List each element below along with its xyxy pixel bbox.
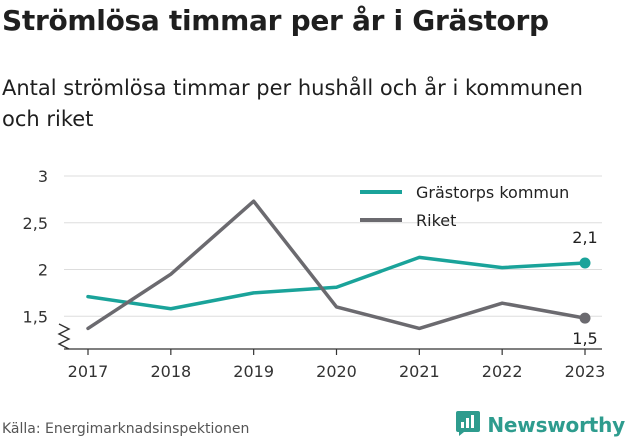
chart-subtitle: Antal strömlösa timmar per hushåll och å… (2, 76, 583, 131)
axis-break-icon (57, 323, 71, 350)
source-note: Källa: Energimarknadsinspektionen (2, 421, 250, 437)
legend: Grästorps kommun Riket (360, 183, 569, 230)
series-lines (86, 199, 591, 331)
x-tick-label: 2023 (565, 362, 606, 381)
series-line (86, 199, 587, 331)
y-tick-label: 2 (38, 261, 48, 280)
line-chart: 2017 2018 2019 2020 2021 2022 2023 1,5 2 2,5 3 Gr… (23, 167, 606, 381)
y-tick-label: 1,5 (23, 307, 48, 326)
brand-name: Newsworthy (487, 413, 625, 437)
data-point-end (579, 257, 591, 269)
y-tick-label: 2,5 (23, 214, 48, 233)
series-line (86, 255, 587, 311)
x-tick-label: 2022 (482, 362, 523, 381)
end-value-label: 2,1 (572, 228, 597, 247)
chart-title: Strömlösa timmar per år i Grästorp (2, 4, 549, 37)
x-tick-label: 2021 (399, 362, 440, 381)
data-point-end (579, 312, 591, 324)
y-tick-label: 3 (38, 167, 48, 186)
y-axis: 1,5 2 2,5 3 (23, 167, 48, 326)
bar-chart-icon (455, 410, 481, 440)
legend-label: Riket (416, 211, 456, 230)
data-labels: 2,1 1,5 (572, 228, 597, 348)
brand[interactable]: Newsworthy (455, 410, 625, 440)
x-axis: 2017 2018 2019 2020 2021 2022 2023 (57, 323, 606, 381)
x-tick-label: 2020 (316, 362, 357, 381)
legend-label: Grästorps kommun (416, 183, 569, 202)
x-tick-label: 2018 (150, 362, 191, 381)
gridlines (64, 175, 602, 317)
x-tick-label: 2017 (68, 362, 109, 381)
end-value-label: 1,5 (572, 329, 597, 348)
x-tick-label: 2019 (233, 362, 274, 381)
